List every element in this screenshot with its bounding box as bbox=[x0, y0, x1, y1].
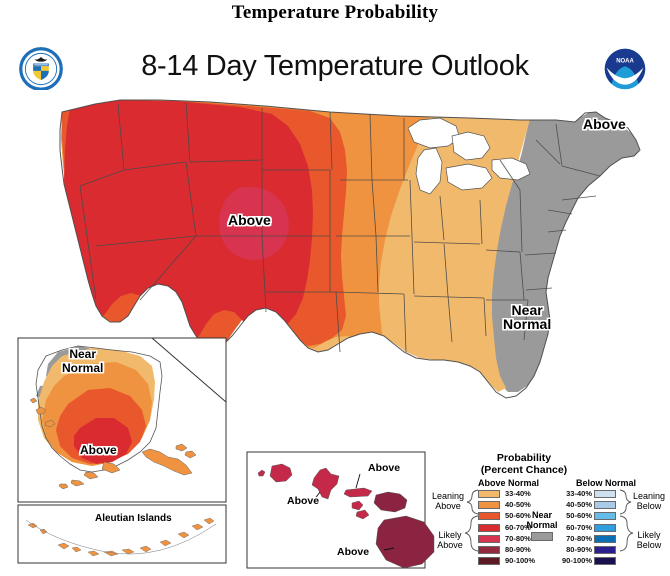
legend-title-line2: (Percent Chance) bbox=[480, 464, 568, 476]
legend-swatch-near-normal bbox=[531, 532, 553, 541]
legend-swatch-above-40-50% bbox=[478, 501, 500, 510]
legend-likely-below-label: Likely Below bbox=[626, 530, 670, 550]
legend-range-above-60-70%: 60-70% bbox=[505, 522, 531, 532]
legend-swatch-below-90-100% bbox=[594, 557, 616, 566]
legend-swatch-above-90-100% bbox=[478, 557, 500, 566]
legend-swatch-below-40-50% bbox=[594, 501, 616, 510]
band-above-60-70 bbox=[64, 100, 313, 346]
leaning-above-line1: Leaning bbox=[431, 491, 465, 501]
legend-swatch-above-33-40% bbox=[478, 490, 500, 498]
legend-swatch-above-70-80% bbox=[478, 534, 500, 543]
legend-leaning-above-label: Leaning Above bbox=[422, 491, 474, 511]
legend-range-above-90-100%: 90-100% bbox=[505, 556, 536, 566]
band-near-normal-southeast bbox=[487, 112, 640, 392]
page-title: Temperature Probability bbox=[231, 2, 439, 23]
legend-head-below-normal: Below Normal bbox=[576, 478, 637, 488]
legend-title: Probability (Percent Chance) bbox=[424, 452, 624, 476]
conus-probability-bands bbox=[61, 100, 640, 392]
legend-range-above-80-90%: 80-90% bbox=[505, 545, 531, 554]
map-title: 8-14 Day Temperature Outlook bbox=[141, 50, 529, 82]
legend-title-line1: Probability bbox=[496, 452, 552, 464]
legend-swatch-below-80-90% bbox=[594, 546, 616, 554]
likely-above-line2: Above bbox=[437, 540, 463, 550]
noaa-logo-icon: NOAA bbox=[604, 48, 646, 90]
likely-above-line1: Likely bbox=[438, 530, 462, 540]
legend-swatch-below-50-60% bbox=[594, 512, 616, 521]
conus-borders bbox=[59, 99, 641, 399]
legend-range-above-40-50%: 40-50% bbox=[505, 500, 531, 510]
alaska-outline bbox=[35, 345, 163, 473]
legend-range-below-50-60%: 50-60% bbox=[566, 511, 592, 521]
legend-leaning-below-label: Leaning Below bbox=[624, 491, 670, 511]
legend-range-below-40-50%: 40-50% bbox=[566, 500, 592, 510]
legend-head-above-normal: Above Normal bbox=[478, 478, 540, 488]
legend-swatch-below-33-40% bbox=[594, 490, 616, 498]
band-above-70-80 bbox=[219, 186, 289, 260]
legend-range-below-33-40%: 33-40% bbox=[566, 489, 592, 498]
hawaii-islands bbox=[257, 463, 435, 569]
legend-swatch-above-80-90% bbox=[478, 546, 500, 554]
legend-swatch-below-70-80% bbox=[594, 534, 616, 543]
legend-range-below-70-80%: 70-80% bbox=[566, 533, 592, 543]
leaning-below-line2: Below bbox=[636, 501, 662, 511]
svg-text:NOAA: NOAA bbox=[616, 59, 634, 65]
legend-swatch-above-60-70% bbox=[478, 523, 500, 532]
alaska-inset[interactable] bbox=[17, 337, 244, 564]
likely-below-line2: Below bbox=[636, 540, 662, 550]
legend-likely-above-label: Likely Above bbox=[426, 530, 474, 550]
legend-range-above-33-40%: 33-40% bbox=[505, 489, 531, 498]
legend-near-normal-line2: Normal bbox=[526, 520, 558, 530]
leaning-above-line2: Above bbox=[435, 501, 461, 511]
leaning-below-line1: Leaning bbox=[632, 491, 666, 501]
legend-range-below-80-90%: 80-90% bbox=[566, 545, 592, 554]
department-of-commerce-seal-icon bbox=[19, 47, 63, 91]
legend-range-above-50-60%: 50-60% bbox=[505, 511, 531, 521]
alaska-islands bbox=[29, 397, 197, 490]
legend-swatch-below-60-70% bbox=[594, 523, 616, 532]
legend-near-normal-label: Near Normal bbox=[524, 510, 560, 530]
aleutian-islands-shapes bbox=[27, 517, 215, 557]
likely-below-line1: Likely bbox=[637, 530, 661, 540]
great-lakes bbox=[407, 117, 531, 195]
legend-near-normal-line1: Near bbox=[531, 510, 552, 520]
legend: Probability (Percent Chance) Above Norma… bbox=[424, 452, 670, 574]
legend-range-below-60-70%: 60-70% bbox=[566, 522, 592, 532]
legend-swatch-above-50-60% bbox=[478, 512, 500, 521]
ak-band-60-70 bbox=[74, 418, 132, 464]
hawaii-inset[interactable] bbox=[246, 451, 435, 569]
legend-range-below-90-100%: 90-100% bbox=[562, 556, 593, 566]
legend-range-above-70-80%: 70-80% bbox=[505, 533, 531, 543]
